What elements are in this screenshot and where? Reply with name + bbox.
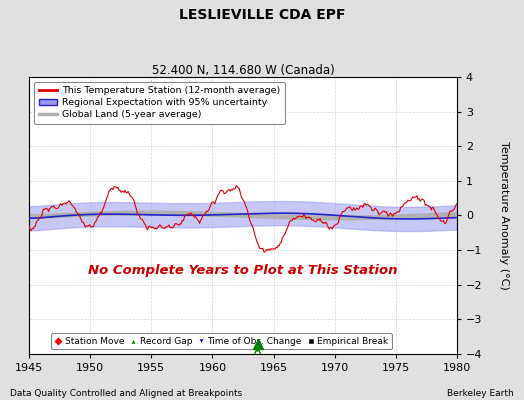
Legend: Station Move, Record Gap, Time of Obs. Change, Empirical Break: Station Move, Record Gap, Time of Obs. C… [51, 333, 392, 350]
Text: No Complete Years to Plot at This Station: No Complete Years to Plot at This Statio… [88, 264, 398, 277]
Text: LESLIEVILLE CDA EPF: LESLIEVILLE CDA EPF [179, 8, 345, 22]
Y-axis label: Temperature Anomaly (°C): Temperature Anomaly (°C) [499, 141, 509, 290]
Text: Berkeley Earth: Berkeley Earth [447, 389, 514, 398]
Title: 52.400 N, 114.680 W (Canada): 52.400 N, 114.680 W (Canada) [151, 64, 334, 77]
Text: Data Quality Controlled and Aligned at Breakpoints: Data Quality Controlled and Aligned at B… [10, 389, 243, 398]
